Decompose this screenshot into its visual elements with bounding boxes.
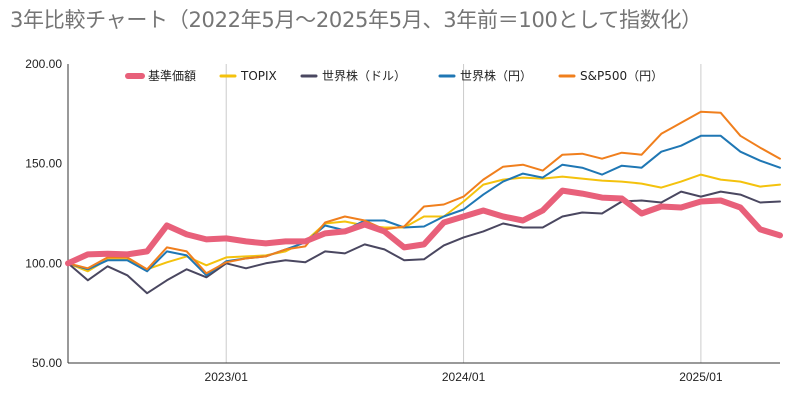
chart-title: 3年比較チャート（2022年5月～2025年5月、3年前＝100として指数化） <box>10 8 702 32</box>
series-line-3 <box>67 134 781 277</box>
series-line-1 <box>67 173 781 273</box>
series-line-2 <box>67 190 781 295</box>
y-tick-label: 200.00 <box>25 57 62 71</box>
legend: 基準価額 TOPIX 世界株（ドル） 世界株（円） S&P500（円） <box>125 68 663 83</box>
x-tick-label: 2024/01 <box>442 370 486 384</box>
series-line-0 <box>65 187 783 267</box>
series-layer <box>65 110 783 295</box>
y-tick-label: 100.00 <box>25 256 62 270</box>
legend-label: 基準価額 <box>148 68 196 83</box>
legend-label: S&P500（円） <box>580 69 663 83</box>
x-tick-label: 2023/01 <box>205 370 249 384</box>
legend-label: 世界株（円） <box>460 68 532 83</box>
y-tick-label: 150.00 <box>25 157 62 171</box>
y-tick-label: 50.00 <box>32 356 62 370</box>
legend-label: TOPIX <box>240 69 277 83</box>
legend-label: 世界株（ドル） <box>322 68 406 83</box>
series-line-4 <box>67 110 781 275</box>
axis-layer: 50.00 100.00 150.00 200.00 2023/01 2024/01 202… <box>25 57 780 384</box>
x-tick-label: 2025/01 <box>679 370 723 384</box>
